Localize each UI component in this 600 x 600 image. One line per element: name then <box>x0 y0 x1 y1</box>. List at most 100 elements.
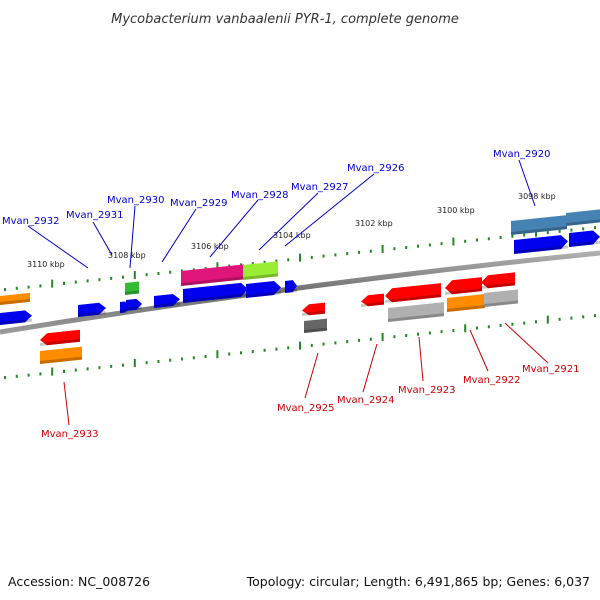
gene-feature[interactable] <box>445 277 482 295</box>
minor-tick <box>322 342 325 346</box>
minor-tick <box>181 357 183 361</box>
minor-tick <box>570 316 573 320</box>
minor-tick <box>110 364 113 368</box>
gene-label[interactable]: Mvan_2920 <box>493 149 550 160</box>
minor-tick <box>275 347 278 351</box>
gene-label[interactable]: Mvan_2929 <box>170 198 227 209</box>
gene-shadow <box>126 306 142 311</box>
gene-feature[interactable] <box>302 302 325 316</box>
gene-feature[interactable] <box>154 294 180 308</box>
gene-feature[interactable] <box>78 302 106 317</box>
gene-label[interactable]: Mvan_2925 <box>277 403 334 414</box>
gene-feature[interactable] <box>181 264 244 286</box>
gene-label[interactable]: Mvan_2930 <box>107 195 164 206</box>
minor-tick <box>204 355 207 358</box>
gene-shadow <box>388 313 444 322</box>
gene-label[interactable]: Mvan_2924 <box>337 395 394 406</box>
gene-shadow <box>0 298 30 305</box>
gene-features <box>0 209 600 364</box>
minor-tick <box>405 334 408 337</box>
minor-tick <box>122 363 124 367</box>
gene-feature[interactable] <box>511 215 567 235</box>
leader-line <box>258 192 319 251</box>
minor-tick <box>98 366 101 370</box>
major-tick <box>381 244 384 253</box>
accession-text: Accession: NC_008726 <box>8 574 150 589</box>
minor-tick <box>499 236 502 239</box>
minor-tick <box>15 374 18 378</box>
gene-label[interactable]: Mvan_2923 <box>398 385 455 396</box>
major-tick <box>299 341 301 350</box>
gene-label[interactable]: Mvan_2921 <box>522 364 579 375</box>
minor-tick <box>476 326 478 330</box>
minor-tick <box>86 279 89 283</box>
gene-feature[interactable] <box>447 294 485 312</box>
gene-label[interactable]: Mvan_2932 <box>2 216 59 227</box>
gene-label[interactable]: Mvan_2922 <box>463 375 520 386</box>
bottom-gene-labels: Mvan_2933 Mvan_2925 Mvan_2924 Mvan_2923 … <box>41 364 579 440</box>
minor-tick <box>546 231 549 235</box>
gene-label[interactable]: Mvan_2927 <box>291 182 348 193</box>
gene-feature[interactable] <box>0 292 30 305</box>
gene-feature[interactable] <box>388 302 444 322</box>
minor-tick <box>192 356 195 360</box>
gene-feature[interactable] <box>126 298 142 311</box>
minor-tick <box>523 233 526 237</box>
minor-tick <box>558 317 561 321</box>
gene-feature[interactable] <box>0 310 32 325</box>
major-tick <box>464 324 467 333</box>
gene-label[interactable]: Mvan_2931 <box>66 210 123 221</box>
leader-line <box>362 343 378 393</box>
minor-tick <box>251 262 254 266</box>
minor-tick <box>27 373 30 377</box>
gene-feature[interactable] <box>40 329 80 346</box>
gene-feature[interactable] <box>304 318 327 333</box>
minor-tick <box>369 337 372 341</box>
minor-tick <box>74 280 77 284</box>
gene-feature[interactable] <box>183 282 248 303</box>
map-title: Mycobacterium vanbaalenii PYR-1, complet… <box>111 12 459 27</box>
gene-feature[interactable] <box>285 280 297 293</box>
minor-tick <box>4 288 6 292</box>
gene-label[interactable]: Mvan_2933 <box>41 429 98 440</box>
leader-line <box>209 199 259 258</box>
gene-feature[interactable] <box>40 346 82 364</box>
gene-feature[interactable] <box>246 281 281 298</box>
leader-line <box>284 173 375 247</box>
gene-feature[interactable] <box>514 235 568 254</box>
gene-feature[interactable] <box>243 261 278 280</box>
gene-shadow <box>181 276 244 286</box>
gene-label[interactable]: Mvan_2926 <box>347 163 404 174</box>
minor-tick <box>110 276 113 280</box>
gene-feature[interactable] <box>569 230 600 247</box>
gene-feature[interactable] <box>385 283 441 303</box>
gene-shadow <box>78 311 106 317</box>
kbp-label: 3104 kbp <box>273 231 311 240</box>
gene-feature[interactable] <box>125 281 139 295</box>
gene-feature[interactable] <box>484 289 518 307</box>
minor-tick <box>263 348 266 352</box>
leader-line <box>161 208 197 263</box>
major-tick <box>133 271 136 279</box>
minor-tick <box>499 324 502 327</box>
gene-label[interactable]: Mvan_2928 <box>231 190 288 201</box>
major-tick <box>546 315 549 324</box>
gene-shadow <box>447 305 485 312</box>
minor-tick <box>275 259 278 263</box>
major-tick <box>133 359 136 367</box>
gene-shadow <box>183 293 248 303</box>
gene-shadow <box>40 338 80 346</box>
minor-tick <box>27 285 30 289</box>
minor-tick <box>393 335 396 339</box>
gene-feature[interactable] <box>566 209 600 226</box>
gene-feature[interactable] <box>481 272 515 289</box>
minor-tick <box>145 273 148 277</box>
minor-tick <box>582 315 585 319</box>
gene-feature[interactable] <box>361 293 384 307</box>
minor-tick <box>4 376 6 380</box>
minor-tick <box>63 369 65 373</box>
gene-shadow <box>566 219 600 226</box>
minor-tick <box>122 275 124 279</box>
minor-tick <box>594 226 596 230</box>
minor-tick <box>594 314 596 318</box>
